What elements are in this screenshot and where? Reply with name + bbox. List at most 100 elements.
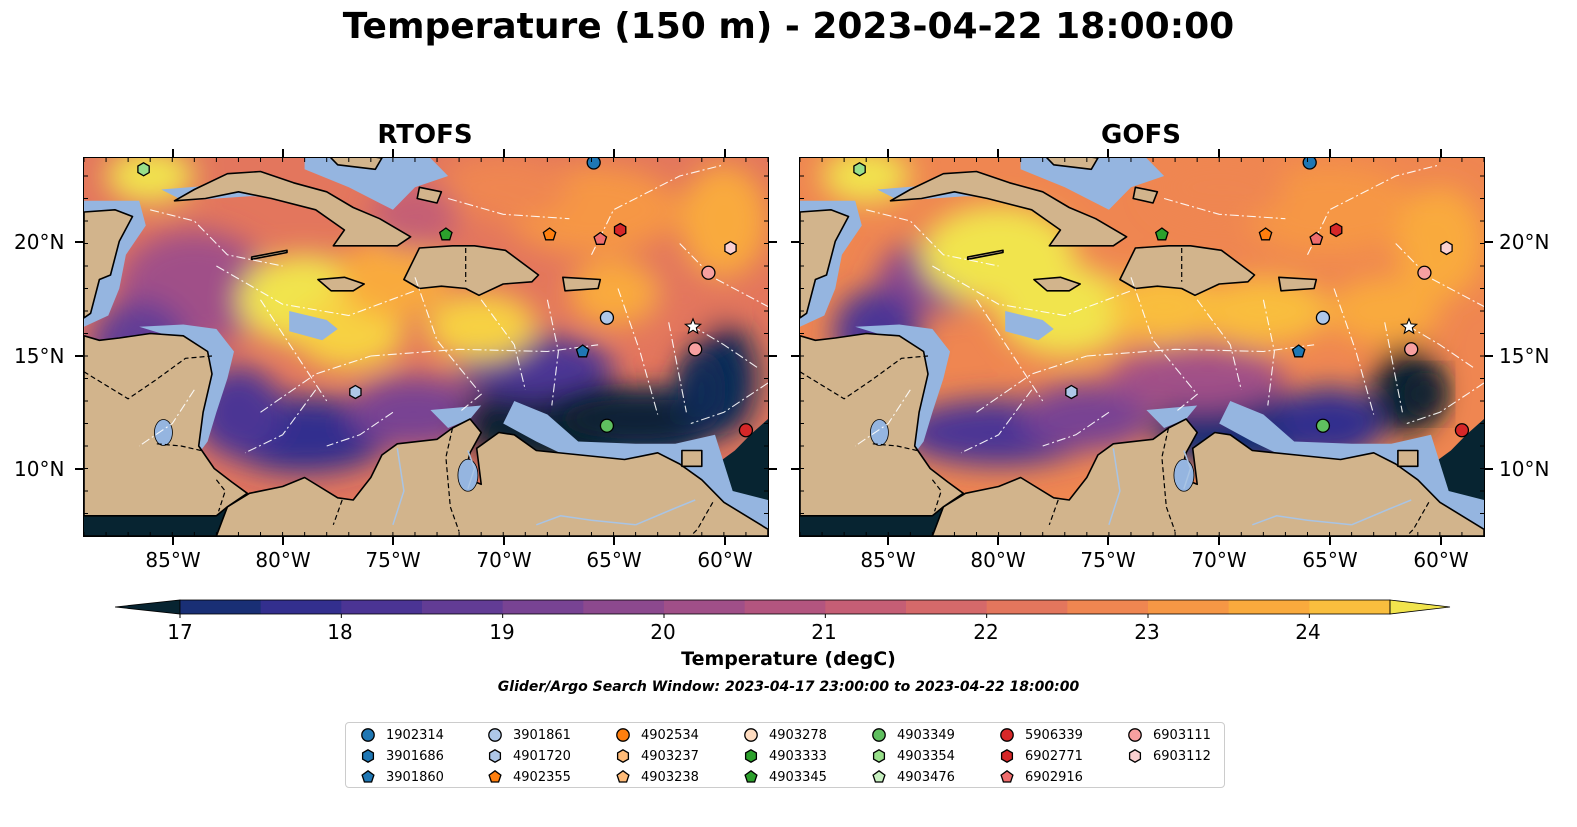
colorbar-segment — [1309, 600, 1391, 614]
legend-label: 3901686 — [386, 748, 444, 764]
float-marker — [1291, 344, 1306, 358]
legend-label: 4903349 — [897, 727, 955, 743]
legend-marker — [1000, 749, 1014, 763]
ytick-10n-right: 10°N — [1499, 457, 1550, 481]
land-bahamas1 — [1045, 158, 1099, 171]
legend-label: 4903345 — [769, 769, 827, 785]
colorbar-segment — [825, 600, 907, 614]
legend-marker-icon — [361, 728, 375, 742]
legend-item: 4903345 — [743, 767, 827, 787]
rtofs-panel-title: RTOFS — [377, 120, 473, 150]
colorbar-extend-high — [1389, 599, 1451, 615]
legend-item: 4902534 — [615, 725, 699, 745]
ytick-15n: 15°N — [14, 344, 65, 368]
lake-nicaragua — [870, 419, 889, 446]
float-marker — [701, 265, 716, 280]
legend-marker — [616, 769, 630, 783]
legend-marker — [872, 728, 886, 742]
float-marker — [853, 162, 866, 177]
legend-label: 4903237 — [641, 748, 699, 764]
legend-marker — [616, 749, 630, 763]
lake-nicaragua — [154, 419, 173, 446]
ytick-20n-right: 20°N — [1499, 230, 1550, 254]
legend-marker-icon — [1128, 728, 1142, 742]
legend-marker-icon — [1000, 728, 1014, 742]
xtick-80w-right: 80°W — [970, 548, 1026, 572]
legend-label: 4903238 — [641, 769, 699, 785]
legend-marker — [361, 749, 375, 763]
legend-marker-icon — [872, 728, 886, 742]
float-legend: 1902314 3901686 3901860 3901861 4901720 49023… — [345, 722, 1225, 788]
colorbar-tick-24: 24 — [1295, 620, 1321, 644]
star-marker — [1399, 317, 1419, 335]
legend-marker-icon — [488, 749, 502, 763]
ytick-15n-right: 15°N — [1499, 344, 1550, 368]
legend-item: 4903237 — [615, 746, 699, 766]
land-hispaniola — [1119, 245, 1256, 297]
colorbar-tick-20: 20 — [650, 620, 676, 644]
float-marker — [1454, 423, 1470, 438]
legend-item: 4903349 — [871, 725, 955, 745]
legend-marker — [1128, 728, 1142, 742]
legend-marker — [488, 769, 502, 783]
legend-marker — [488, 749, 502, 763]
colorbar-segment — [583, 600, 665, 614]
legend-item: 4903238 — [615, 767, 699, 787]
colorbar-segment — [260, 600, 342, 614]
float-marker — [438, 227, 453, 241]
legend-marker-icon — [488, 728, 502, 742]
legend-item: 5906339 — [999, 725, 1083, 745]
colorbar-segment — [1148, 600, 1230, 614]
legend-marker-icon — [616, 769, 630, 783]
land-hispaniola — [403, 245, 540, 297]
legend-label: 4903354 — [897, 748, 955, 764]
colorbar-segment — [341, 600, 423, 614]
xtick-75w-right: 75°W — [1080, 548, 1136, 572]
float-marker — [1404, 342, 1419, 357]
land-cuba — [173, 170, 412, 247]
land-trinidad — [1397, 449, 1419, 468]
float-marker — [738, 423, 754, 438]
legend-marker-icon — [1128, 749, 1142, 763]
argo-floats — [853, 158, 1470, 438]
colorbar-extend-low — [115, 599, 181, 615]
legend-label: 6903111 — [1153, 727, 1211, 743]
xtick-65w: 65°W — [586, 548, 642, 572]
float-marker — [1154, 227, 1169, 241]
legend-label: 6902916 — [1025, 769, 1083, 785]
float-marker — [724, 240, 737, 256]
land-cayman — [250, 249, 288, 261]
float-marker — [349, 384, 362, 400]
figure-title: Temperature (150 m) - 2023-04-22 18:00:0… — [342, 6, 1235, 47]
legend-item: 4903333 — [743, 746, 827, 766]
xtick-60w-right: 60°W — [1413, 548, 1469, 572]
legend-item: 4903354 — [871, 746, 955, 766]
float-marker — [586, 158, 601, 170]
legend-item: 6902771 — [999, 746, 1083, 766]
land-bahamas1 — [329, 158, 383, 171]
legend-item: 4902355 — [487, 767, 571, 787]
colorbar-segment — [664, 600, 746, 614]
colorbar-segment — [502, 600, 584, 614]
legend-marker — [744, 769, 758, 783]
colorbar-tick-21: 21 — [811, 620, 837, 644]
gofs-map[interactable] — [799, 157, 1485, 537]
legend-marker — [1000, 769, 1014, 783]
rivers — [392, 448, 696, 526]
float-marker — [599, 418, 615, 433]
colorbar-label: Temperature (degC) — [681, 648, 896, 670]
axis-ticks — [75, 149, 1493, 545]
rtofs-map[interactable] — [83, 157, 769, 537]
land-jamaica — [317, 276, 366, 292]
legend-marker — [872, 749, 886, 763]
legend-marker-icon — [361, 769, 375, 783]
xtick-75w: 75°W — [365, 548, 421, 572]
legend-marker-icon — [1000, 769, 1014, 783]
legend-label: 4902534 — [641, 727, 699, 743]
land-cayman — [966, 249, 1004, 261]
legend-marker-icon — [361, 749, 375, 763]
float-marker — [1315, 310, 1331, 325]
land-yucatan — [84, 208, 134, 319]
lake-maracaibo — [457, 458, 479, 492]
float-marker — [1329, 222, 1343, 238]
